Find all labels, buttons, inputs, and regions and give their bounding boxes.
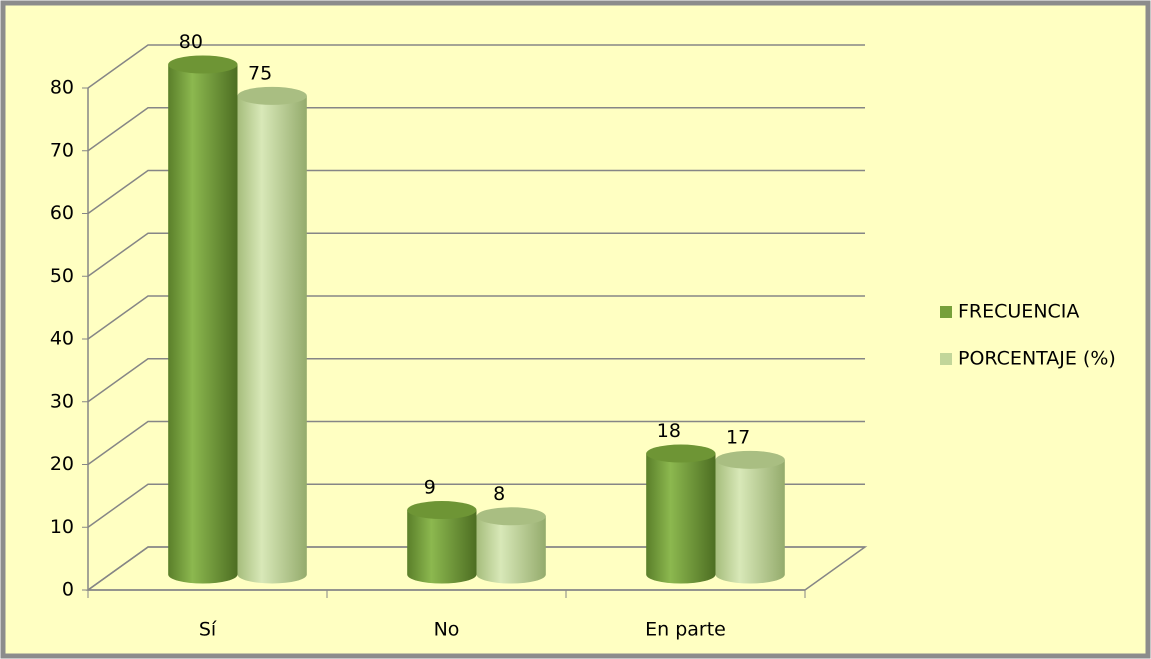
legend-label: PORCENTAJE (%) bbox=[958, 348, 1116, 370]
grid-line bbox=[87, 358, 865, 403]
grid-line bbox=[87, 295, 865, 340]
cylinder-top bbox=[237, 86, 307, 105]
data-label: 17 bbox=[726, 426, 750, 448]
y-tick-label: 80 bbox=[50, 77, 74, 99]
cylinder-top bbox=[168, 55, 238, 74]
x-tick-label: Sí bbox=[199, 619, 217, 641]
data-label: 75 bbox=[248, 62, 272, 84]
data-label: 80 bbox=[179, 31, 203, 53]
y-tick-label: 30 bbox=[50, 390, 74, 412]
data-label: 9 bbox=[424, 477, 436, 499]
y-tick-label: 60 bbox=[50, 202, 74, 224]
cylinder-top bbox=[715, 450, 785, 469]
legend-label: FRECUENCIA bbox=[958, 301, 1079, 323]
grid-line bbox=[87, 107, 865, 152]
y-tick-label: 20 bbox=[50, 453, 74, 475]
grid-line bbox=[87, 44, 865, 89]
x-tick-label: En parte bbox=[645, 619, 726, 641]
data-label: 8 bbox=[493, 483, 505, 505]
cylinder-top bbox=[646, 444, 716, 463]
y-tick-label: 40 bbox=[50, 328, 74, 350]
y-tick-label: 10 bbox=[50, 516, 74, 538]
legend-swatch bbox=[940, 353, 952, 365]
cylinder-body bbox=[407, 510, 477, 584]
cylinder-body bbox=[715, 459, 785, 584]
cylinder-top bbox=[476, 507, 546, 526]
cylinder-body bbox=[237, 95, 307, 584]
grid-line bbox=[87, 420, 865, 466]
cylinder-body bbox=[168, 64, 238, 584]
grid-line bbox=[87, 232, 865, 277]
y-tick-label: 50 bbox=[50, 265, 74, 287]
grid-line bbox=[87, 483, 865, 528]
legend-swatch bbox=[940, 306, 952, 318]
grid-line bbox=[87, 546, 865, 591]
cylinder-body bbox=[646, 453, 716, 584]
y-tick-label: 0 bbox=[62, 579, 74, 601]
y-tick-label: 70 bbox=[50, 139, 74, 161]
grid-line bbox=[87, 169, 865, 215]
x-tick-label: No bbox=[434, 619, 460, 641]
cylinder-body bbox=[476, 516, 546, 584]
data-label: 18 bbox=[657, 420, 681, 442]
cylinder-top bbox=[407, 501, 477, 520]
